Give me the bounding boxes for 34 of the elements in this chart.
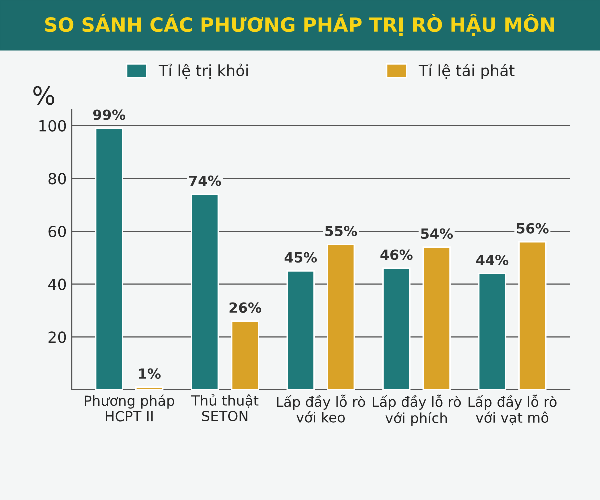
bar <box>327 244 356 390</box>
legend-label: Tỉ lệ tái phát <box>418 64 515 80</box>
y-tick-label: 60 <box>48 226 66 238</box>
x-tick-label: Thủ thuật SETON <box>191 394 259 422</box>
x-tick-label: Lấp đầy lỗ rò với vạt mô <box>468 394 557 426</box>
bar <box>231 320 260 390</box>
data-label: 46% <box>380 250 413 260</box>
x-tick-label: Lấp đầy lỗ rò với keo <box>277 394 366 423</box>
x-tick-label: Phương pháp HCPT II <box>85 394 174 422</box>
data-label: 26% <box>230 302 262 314</box>
bar <box>191 194 220 390</box>
y-tick-label: 20 <box>48 332 66 344</box>
data-label: 45% <box>284 252 318 263</box>
data-label: 1% <box>139 368 161 380</box>
bar <box>518 241 547 390</box>
y-tick-label: 80 <box>48 173 66 185</box>
data-label: 99% <box>93 110 126 120</box>
bar <box>478 273 507 390</box>
bar <box>286 270 315 390</box>
data-label: 55% <box>326 226 358 236</box>
data-label: 56% <box>517 223 549 234</box>
y-axis-title: % <box>34 86 55 106</box>
bar <box>382 268 411 390</box>
legend-label: Tỉ lệ trị khỏi <box>158 64 248 80</box>
bar <box>135 386 164 390</box>
y-tick-label: 40 <box>48 278 66 290</box>
y-tick-label: 100 <box>40 120 66 132</box>
x-tick-label: Lấp đầy lỗ rò với phích <box>373 394 462 426</box>
chart-title: SO SÁNH CÁC PHƯƠNG PHÁP TRỊ RÒ HẬU MÔN <box>45 14 554 36</box>
bar <box>422 246 451 390</box>
bar <box>95 128 124 390</box>
data-label: 74% <box>189 176 222 186</box>
data-label: 44% <box>476 255 509 266</box>
data-label: 54% <box>421 228 454 240</box>
